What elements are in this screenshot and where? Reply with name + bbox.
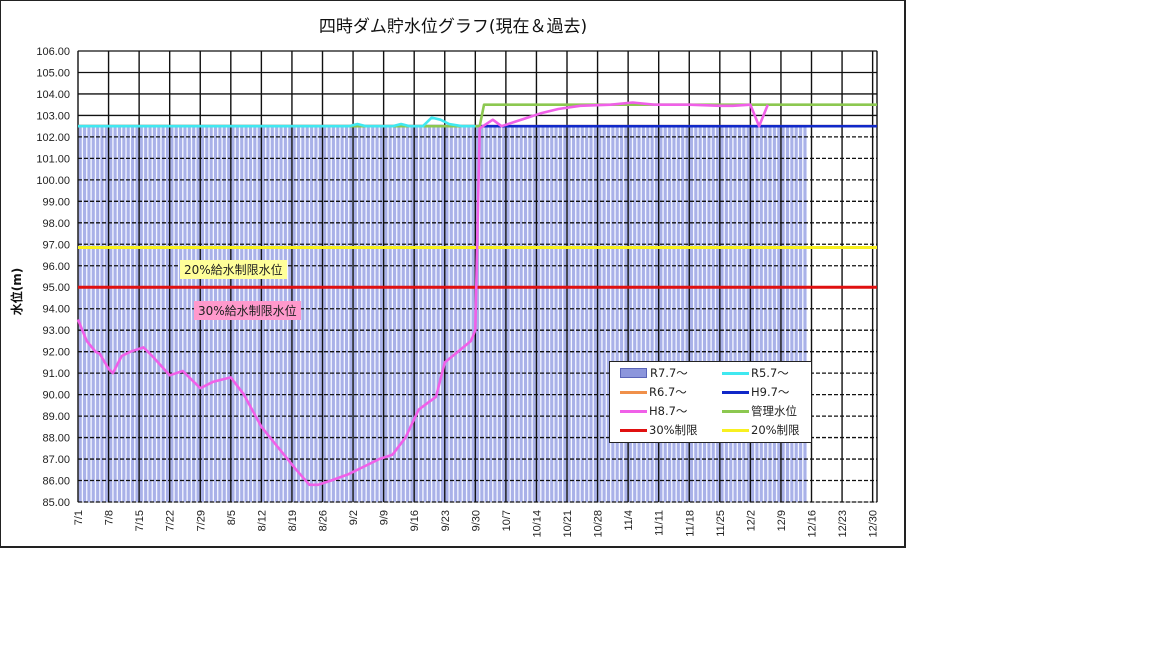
x-tick-label: 10/7 — [501, 510, 513, 531]
series-line-R5.7〜 — [78, 116, 476, 128]
legend-item-h8: H8.7〜 — [620, 403, 687, 419]
legend-item-management-level: 管理水位 — [722, 403, 797, 419]
chart-legend: R7.7〜 R5.7〜 R6.7〜 H9.7〜 H8.7〜 管理水位 30%制限… — [609, 361, 812, 443]
legend-label: R5.7〜 — [751, 366, 789, 380]
x-tick-label: 7/22 — [165, 510, 177, 531]
y-tick-label: 104.00 — [36, 89, 70, 101]
x-tick-label: 10/28 — [593, 510, 605, 538]
y-tick-label: 106.00 — [36, 46, 70, 58]
y-tick-label: 85.00 — [42, 497, 70, 509]
legend-swatch — [620, 368, 647, 378]
y-tick-label: 101.00 — [36, 153, 70, 165]
legend-swatch — [722, 428, 749, 432]
legend-swatch — [620, 390, 647, 394]
x-tick-label: 7/15 — [134, 510, 146, 531]
x-tick-label: 7/8 — [104, 510, 116, 525]
series-r7-bars — [78, 126, 808, 503]
legend-swatch — [722, 371, 749, 375]
x-tick-label: 9/16 — [409, 510, 421, 531]
legend-swatch — [722, 390, 749, 394]
legend-label: 20%制限 — [751, 423, 800, 437]
y-tick-label: 97.00 — [42, 239, 70, 251]
x-tick-label: 10/21 — [562, 510, 574, 538]
x-tick-label: 8/12 — [256, 510, 268, 531]
x-tick-label: 12/9 — [776, 510, 788, 531]
x-tick-label: 7/1 — [73, 510, 85, 525]
x-tick-label: 9/9 — [379, 510, 391, 525]
x-tick-label: 9/23 — [440, 510, 452, 531]
chart-title: 四時ダム貯水位グラフ(現在＆過去) — [318, 17, 588, 37]
y-tick-label: 95.00 — [42, 282, 70, 294]
legend-swatch — [722, 409, 749, 413]
y-axis-label: 水位(m) — [9, 268, 24, 315]
y-tick-label: 90.00 — [42, 390, 70, 402]
legend-item-r6: R6.7〜 — [620, 384, 687, 400]
y-tick-label: 103.00 — [36, 110, 70, 122]
x-tick-label: 12/23 — [837, 510, 849, 538]
x-tick-label: 8/26 — [318, 510, 330, 531]
legend-label: 30%制限 — [649, 423, 698, 437]
y-tick-label: 98.00 — [42, 218, 70, 230]
x-tick-label: 7/29 — [195, 510, 207, 531]
legend-item-r7: R7.7〜 — [620, 365, 688, 381]
x-tick-label: 12/30 — [868, 510, 880, 538]
y-tick-label: 105.00 — [36, 67, 70, 79]
y-tick-label: 96.00 — [42, 261, 70, 273]
legend-label: H9.7〜 — [751, 385, 790, 399]
x-tick-label: 11/18 — [684, 510, 696, 537]
x-tick-label: 9/30 — [470, 510, 482, 531]
legend-item-r5: R5.7〜 — [722, 365, 789, 381]
x-tick-label: 12/2 — [745, 510, 757, 531]
legend-label: 管理水位 — [751, 404, 797, 418]
series-line-H8.7〜 — [76, 101, 770, 487]
legend-item-h9: H9.7〜 — [722, 384, 789, 400]
x-tick-label: 9/2 — [348, 510, 360, 525]
legend-item-30pct: 30%制限 — [620, 422, 698, 438]
y-tick-label: 89.00 — [42, 411, 70, 423]
y-tick-label: 87.00 — [42, 454, 70, 466]
legend-item-20pct: 20%制限 — [722, 422, 800, 438]
y-tick-label: 92.00 — [42, 347, 70, 359]
annotation-20pct-limit: 20%給水制限水位 — [180, 260, 287, 279]
x-tick-label: 8/19 — [287, 510, 299, 531]
y-tick-label: 93.00 — [42, 325, 70, 337]
x-tick-label: 10/14 — [531, 510, 543, 538]
y-tick-label: 91.00 — [42, 368, 70, 380]
legend-swatch — [620, 409, 647, 413]
x-tick-label: 8/5 — [226, 510, 238, 525]
x-tick-label: 12/16 — [807, 510, 819, 538]
legend-swatch — [620, 428, 647, 432]
y-tick-label: 86.00 — [42, 476, 70, 488]
annotation-30pct-limit: 30%給水制限水位 — [194, 301, 301, 320]
y-tick-label: 99.00 — [42, 196, 70, 208]
y-tick-label: 94.00 — [42, 304, 70, 316]
legend-label: H8.7〜 — [649, 404, 688, 418]
y-tick-label: 100.00 — [36, 175, 70, 187]
legend-label: R6.7〜 — [649, 385, 687, 399]
legend-label: R7.7〜 — [650, 366, 688, 380]
y-tick-label: 88.00 — [42, 433, 70, 445]
x-tick-label: 11/11 — [654, 510, 666, 536]
y-tick-label: 102.00 — [36, 132, 70, 144]
x-tick-label: 11/25 — [715, 510, 727, 537]
x-tick-label: 11/4 — [623, 510, 635, 531]
